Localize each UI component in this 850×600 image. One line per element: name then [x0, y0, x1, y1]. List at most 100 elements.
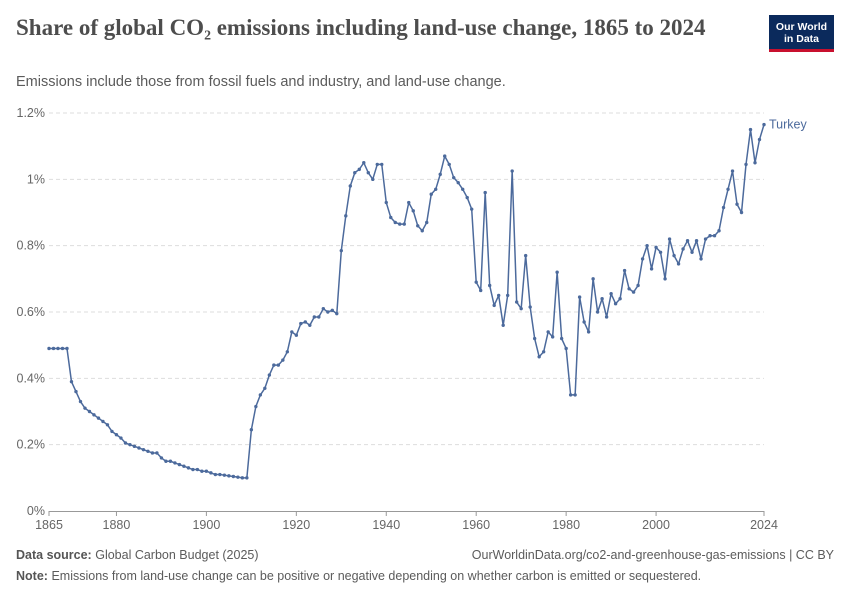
data-point[interactable] [636, 283, 640, 288]
data-point[interactable] [532, 336, 537, 341]
data-point[interactable] [465, 195, 469, 200]
data-point[interactable] [586, 330, 591, 334]
data-point[interactable] [618, 297, 622, 301]
data-point[interactable] [425, 220, 429, 225]
data-point[interactable] [267, 373, 272, 377]
data-point[interactable] [384, 200, 388, 205]
data-point[interactable] [461, 187, 465, 191]
data-point[interactable] [681, 247, 685, 251]
data-point[interactable] [748, 127, 753, 132]
data-point[interactable] [550, 335, 555, 339]
data-point[interactable] [330, 308, 334, 313]
data-point[interactable] [609, 292, 613, 296]
data-point[interactable] [263, 386, 267, 390]
data-point[interactable] [299, 321, 303, 326]
data-point[interactable] [182, 464, 186, 468]
data-point[interactable] [654, 245, 658, 250]
data-point[interactable] [479, 288, 483, 293]
data-point[interactable] [694, 238, 699, 243]
data-point[interactable] [222, 473, 227, 477]
data-point[interactable] [564, 346, 568, 351]
data-point[interactable] [487, 283, 492, 288]
data-point[interactable] [362, 161, 366, 165]
data-point[interactable] [658, 250, 663, 254]
data-point[interactable] [150, 451, 155, 455]
data-point[interactable] [285, 350, 290, 354]
data-point[interactable] [213, 472, 218, 477]
data-point[interactable] [204, 469, 209, 473]
data-point[interactable] [159, 456, 164, 460]
data-point[interactable] [303, 320, 308, 324]
data-point[interactable] [240, 476, 245, 480]
data-point[interactable] [173, 461, 177, 465]
data-point[interactable] [483, 190, 487, 195]
data-point[interactable] [613, 302, 618, 306]
data-point[interactable] [591, 277, 595, 281]
data-point[interactable] [258, 393, 263, 397]
data-point[interactable] [568, 393, 573, 397]
data-point[interactable] [227, 474, 231, 478]
data-point[interactable] [519, 306, 523, 311]
data-point[interactable] [353, 171, 357, 175]
data-point[interactable] [600, 297, 604, 301]
data-point[interactable] [155, 451, 159, 455]
source-value[interactable]: Global Carbon Budget (2025) [95, 548, 259, 562]
data-point[interactable] [537, 355, 541, 359]
data-point[interactable] [456, 180, 460, 185]
data-point[interactable] [416, 224, 420, 228]
data-point[interactable] [492, 303, 496, 308]
data-point[interactable] [276, 363, 281, 367]
data-point[interactable] [47, 346, 51, 351]
data-point[interactable] [294, 333, 299, 337]
data-point[interactable] [762, 122, 766, 127]
series-label[interactable]: Turkey [769, 118, 807, 132]
owid-logo[interactable]: Our World in Data [769, 15, 834, 52]
data-point[interactable] [514, 300, 519, 304]
data-point[interactable] [60, 346, 65, 351]
data-point[interactable] [577, 295, 582, 299]
data-point[interactable] [411, 209, 415, 213]
data-point[interactable] [114, 433, 119, 437]
data-point[interactable] [447, 162, 451, 167]
data-point[interactable] [209, 471, 213, 475]
data-point[interactable] [110, 429, 114, 434]
data-point[interactable] [753, 161, 757, 165]
data-point[interactable] [443, 154, 447, 158]
data-point[interactable] [672, 253, 676, 258]
data-point[interactable] [735, 202, 739, 206]
data-point[interactable] [496, 293, 501, 298]
data-point[interactable] [398, 222, 402, 226]
data-point[interactable] [200, 469, 204, 473]
data-point[interactable] [119, 436, 123, 440]
data-point[interactable] [137, 446, 141, 450]
data-point[interactable] [83, 406, 87, 410]
data-point[interactable] [65, 346, 69, 351]
data-point[interactable] [429, 192, 433, 196]
data-point[interactable] [339, 248, 343, 253]
data-point[interactable] [510, 169, 514, 173]
data-point[interactable] [186, 466, 191, 470]
data-point[interactable] [123, 441, 128, 445]
data-point[interactable] [712, 234, 717, 238]
data-point[interactable] [541, 350, 546, 354]
data-point[interactable] [708, 234, 712, 238]
data-point[interactable] [128, 442, 132, 447]
data-point[interactable] [290, 330, 294, 334]
data-point[interactable] [622, 268, 627, 273]
data-point[interactable] [146, 449, 150, 453]
data-point[interactable] [92, 413, 96, 417]
data-point[interactable] [326, 310, 330, 314]
data-point[interactable] [371, 177, 375, 182]
data-point[interactable] [321, 306, 326, 311]
data-point[interactable] [649, 267, 654, 271]
data-point[interactable] [739, 210, 744, 215]
data-point[interactable] [420, 229, 424, 233]
data-point[interactable] [375, 162, 379, 167]
data-point[interactable] [726, 187, 730, 191]
data-point[interactable] [685, 238, 690, 243]
data-point[interactable] [272, 363, 276, 367]
data-point[interactable] [559, 336, 564, 341]
data-point[interactable] [523, 253, 528, 258]
data-point[interactable] [645, 243, 649, 248]
data-point[interactable] [380, 162, 384, 167]
